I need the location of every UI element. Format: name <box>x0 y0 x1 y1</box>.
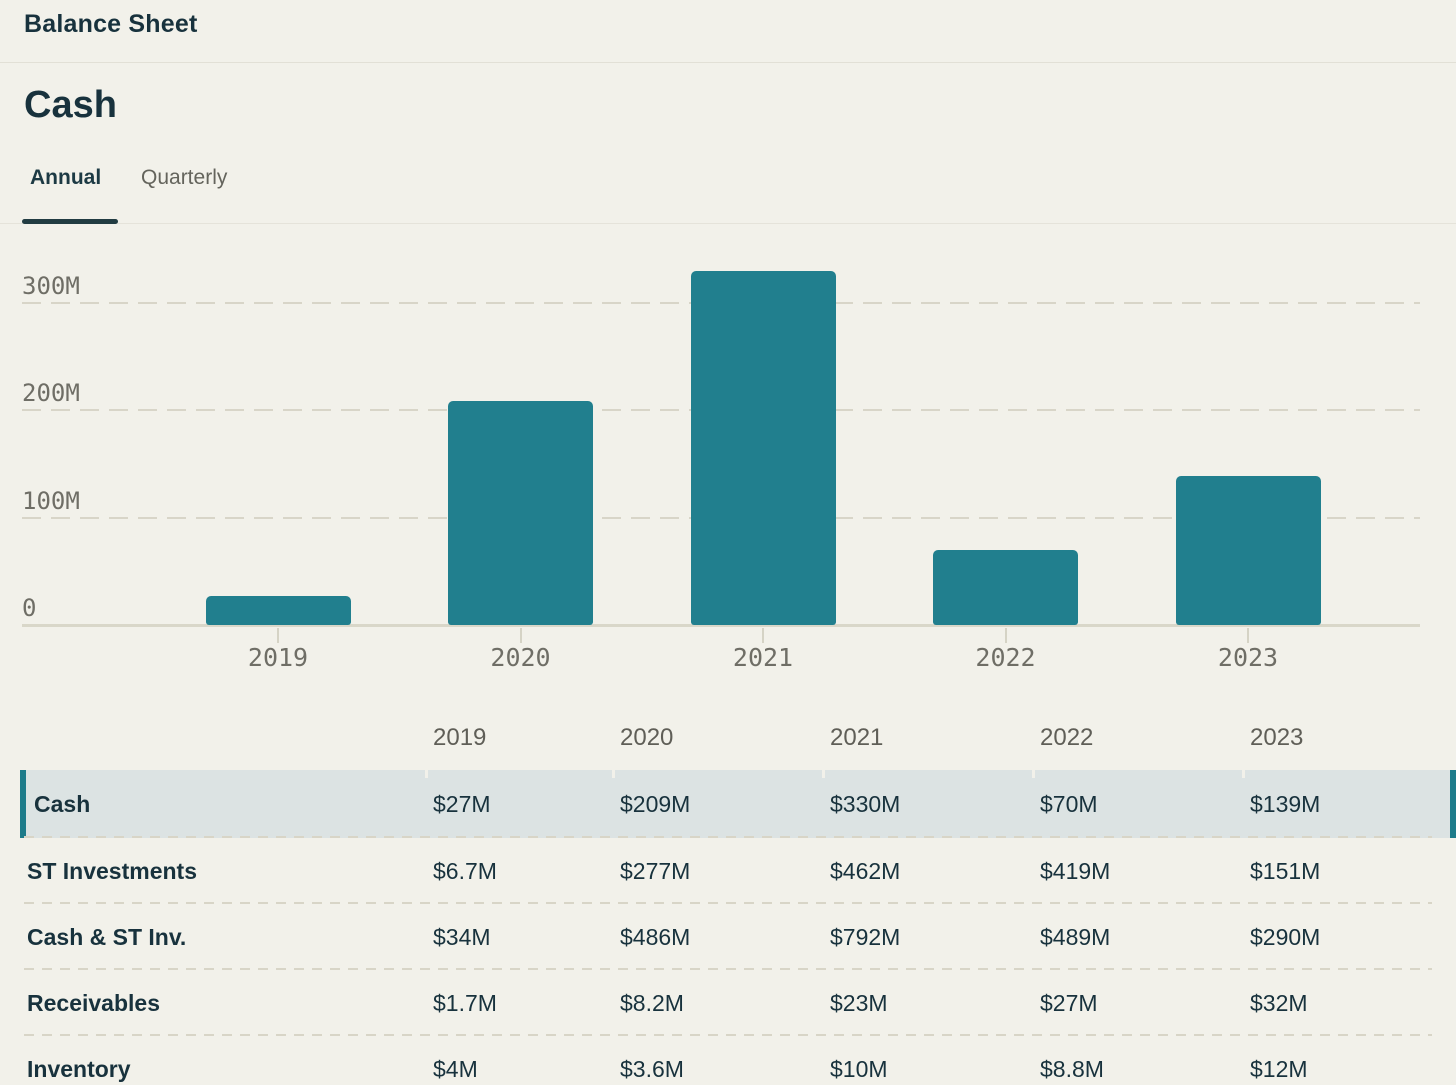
column-header-2020: 2020 <box>620 724 674 751</box>
page-title: Balance Sheet <box>24 10 198 38</box>
x-tick-2019 <box>277 628 279 643</box>
row-label: ST Investments <box>27 857 197 884</box>
tabs-divider <box>0 223 1456 224</box>
cell-2020: $277M <box>620 857 691 884</box>
x-axis-line <box>22 624 1420 627</box>
cell-2023: $12M <box>1250 1055 1308 1082</box>
cell-2023: $32M <box>1250 989 1308 1016</box>
chart-title: Cash <box>24 84 117 126</box>
x-axis-label-2023: 2023 <box>1217 643 1279 672</box>
tab-quarterly[interactable]: Quarterly <box>141 166 228 189</box>
cell-2020: $486M <box>620 923 691 950</box>
tab-annual[interactable]: Annual <box>30 166 102 189</box>
cell-2022: $27M <box>1040 989 1098 1016</box>
active-tab-underline <box>22 219 118 224</box>
cell-2019: $6.7M <box>433 857 497 884</box>
column-boundary-tick <box>822 770 825 778</box>
column-header-2021: 2021 <box>830 724 884 751</box>
cell-2020: $209M <box>620 790 691 817</box>
cell-2019: $4M <box>433 1055 478 1082</box>
balance-sheet-table: 2019 2020 2021 2022 2023 Cash $27M $209M $330M $7… <box>0 706 1456 1085</box>
cell-2019: $27M <box>433 790 491 817</box>
column-boundary-tick <box>1032 770 1035 778</box>
selected-row-accent-right <box>1450 770 1456 838</box>
cell-2022: $489M <box>1040 923 1111 950</box>
row-label: Inventory <box>27 1055 131 1082</box>
x-tick-2021 <box>762 628 764 643</box>
column-header-2023: 2023 <box>1250 724 1304 751</box>
column-boundary-tick <box>612 770 615 778</box>
cell-2021: $10M <box>830 1055 888 1082</box>
x-axis-label-2020: 2020 <box>490 643 551 672</box>
cell-2020: $3.6M <box>620 1055 684 1082</box>
table-row-st-investments[interactable]: ST Investments $6.7M $277M $462M $419M $151M <box>0 838 1456 904</box>
bar-2022[interactable] <box>933 550 1078 625</box>
bar-2020[interactable] <box>448 401 593 625</box>
y-axis-label-0: 0 <box>22 594 37 622</box>
table-row-receivables[interactable]: Receivables $1.7M $8.2M $23M $27M $32M <box>0 970 1456 1036</box>
cell-2019: $34M <box>433 923 491 950</box>
cell-2022: $8.8M <box>1040 1055 1104 1082</box>
table-row-cash-st-inv[interactable]: Cash & ST Inv. $34M $486M $792M $489M $290M <box>0 904 1456 970</box>
cell-2023: $139M <box>1250 790 1321 817</box>
cell-2021: $792M <box>830 923 901 950</box>
table-row-cash[interactable]: Cash $27M $209M $330M $70M $139M <box>0 770 1456 838</box>
column-boundary-tick <box>1242 770 1245 778</box>
bar-2019[interactable] <box>205 596 351 625</box>
selected-row-accent-left <box>20 770 26 838</box>
cell-2023: $290M <box>1250 923 1321 950</box>
page-header: Balance Sheet <box>0 0 1456 63</box>
y-axis-label-200M: 200M <box>22 379 80 408</box>
x-axis-label-2022: 2022 <box>975 643 1036 672</box>
row-separator <box>24 902 1432 904</box>
period-tabs: Annual Quarterly <box>0 166 1456 224</box>
cell-2019: $1.7M <box>433 989 497 1016</box>
y-axis-label-100M: 100M <box>22 486 80 515</box>
bar-2021[interactable] <box>690 271 836 625</box>
cell-2020: $8.2M <box>620 989 684 1016</box>
row-separator <box>24 1034 1432 1036</box>
cell-2021: $330M <box>830 790 901 817</box>
bar-2023[interactable] <box>1175 476 1321 625</box>
x-tick-2022 <box>1004 628 1007 643</box>
cell-2021: $23M <box>830 989 888 1016</box>
cash-bar-chart: 0 100M 200M 300M 2019 2020 2021 2022 2023 <box>0 239 1456 679</box>
row-label: Receivables <box>27 989 160 1016</box>
column-boundary-tick <box>425 770 428 778</box>
row-separator <box>24 836 1432 838</box>
cell-2023: $151M <box>1250 857 1321 884</box>
row-label: Cash <box>34 790 91 817</box>
x-tick-2020 <box>519 628 522 643</box>
row-label: Cash & ST Inv. <box>27 923 187 950</box>
column-header-2022: 2022 <box>1040 724 1094 751</box>
x-axis-label-2021: 2021 <box>732 643 794 672</box>
row-separator <box>24 968 1432 970</box>
table-row-inventory[interactable]: Inventory $4M $3.6M $10M $8.8M $12M <box>0 1036 1456 1085</box>
cell-2022: $419M <box>1040 857 1111 884</box>
table-header-row: 2019 2020 2021 2022 2023 <box>0 706 1456 770</box>
cell-2022: $70M <box>1040 790 1098 817</box>
selected-row-background <box>26 770 1450 838</box>
cell-2021: $462M <box>830 857 901 884</box>
x-tick-2023 <box>1247 628 1249 643</box>
x-axis-label-2019: 2019 <box>247 643 309 672</box>
y-axis-label-300M: 300M <box>22 272 80 300</box>
column-header-2019: 2019 <box>433 724 487 751</box>
